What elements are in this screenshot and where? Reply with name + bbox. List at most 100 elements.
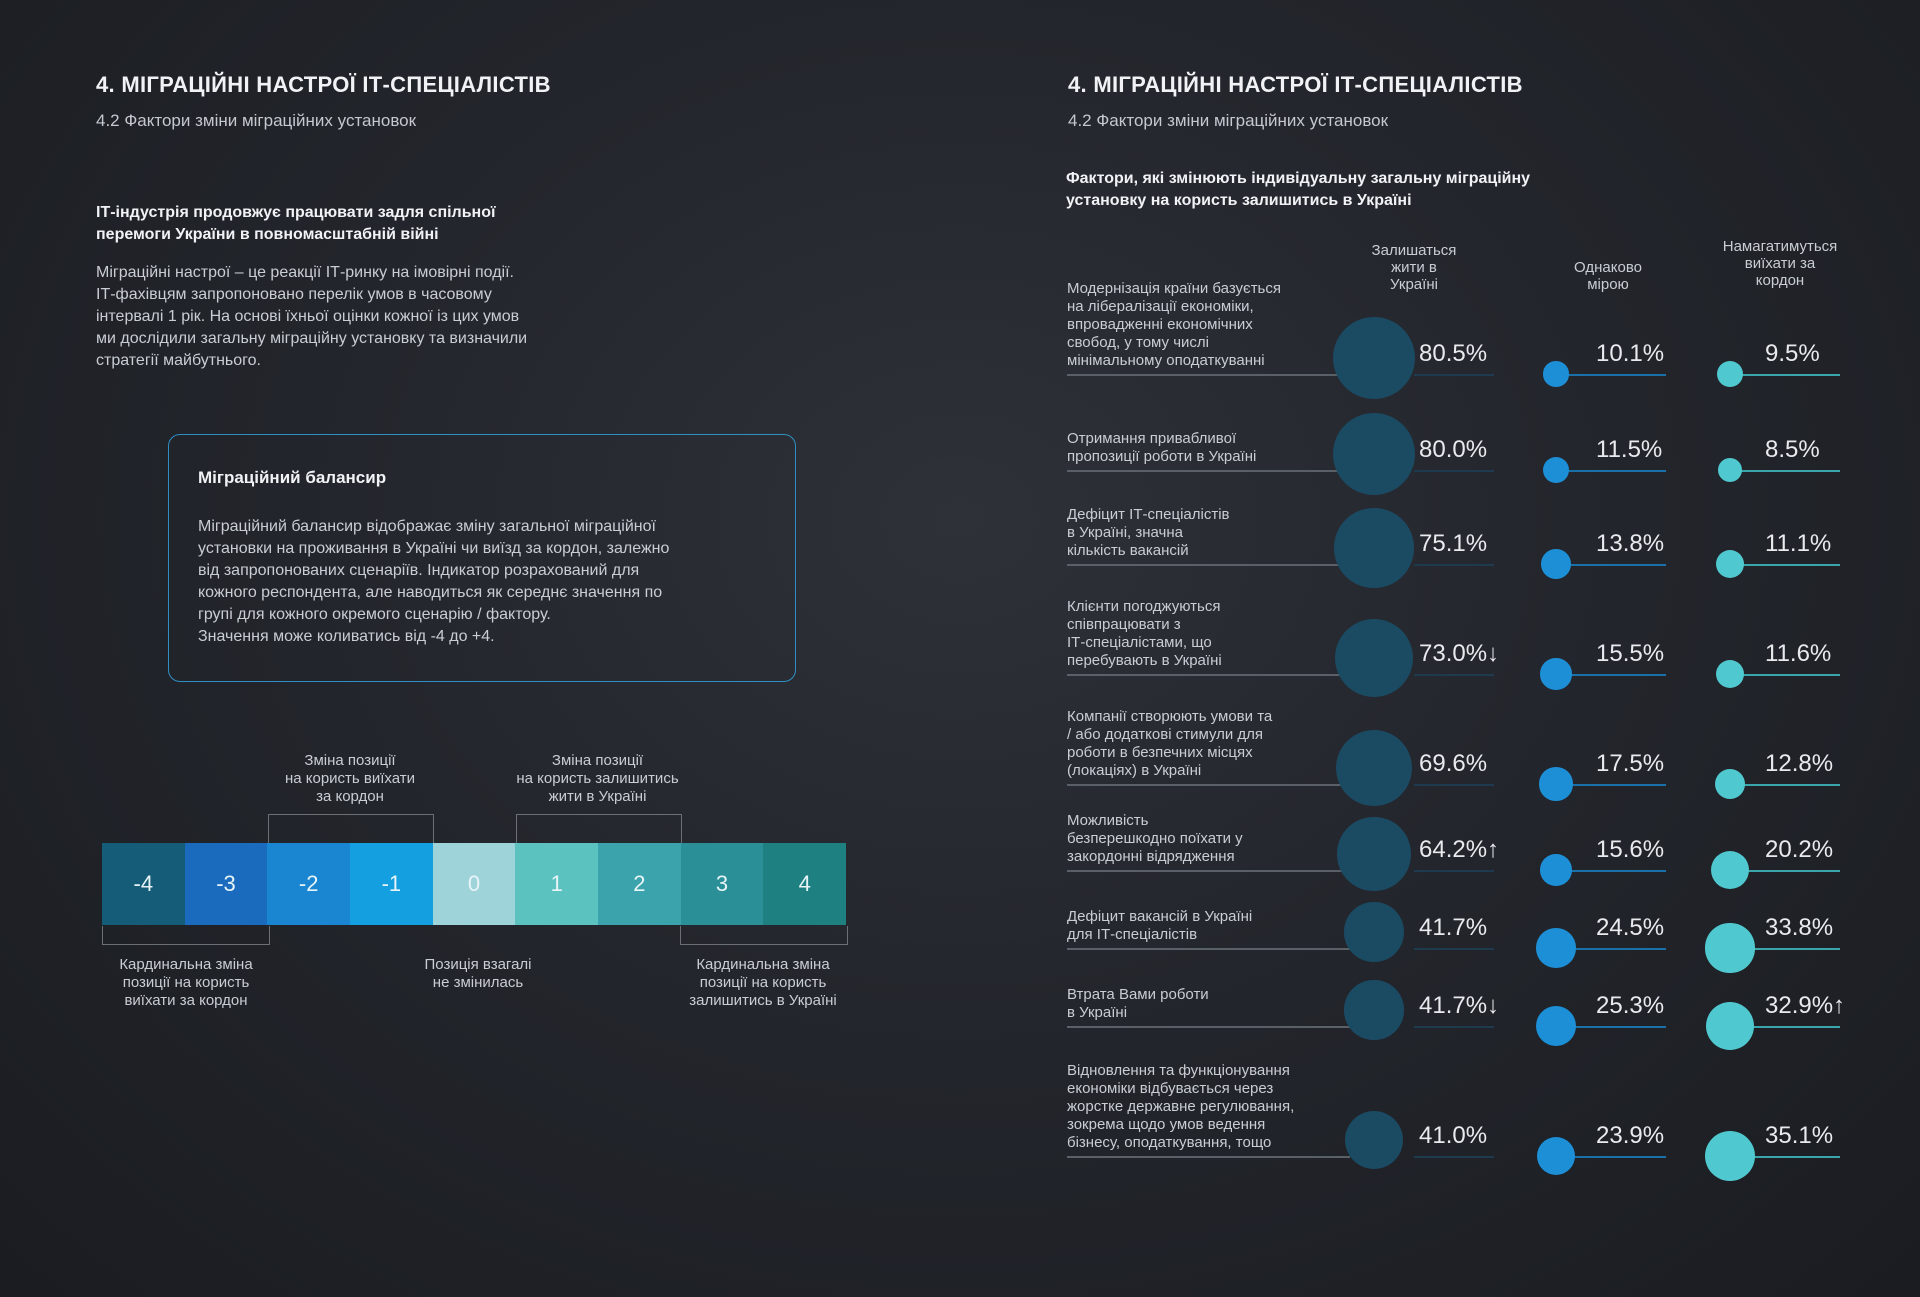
label-line: жити в Україні bbox=[548, 788, 647, 805]
factor-label-line: Клієнти погоджуються bbox=[1067, 598, 1221, 615]
factor-underline bbox=[1067, 1156, 1350, 1158]
same-value: 17.5% bbox=[1596, 750, 1665, 777]
same-value: 15.6% bbox=[1596, 836, 1665, 863]
label-line: за кордон bbox=[316, 788, 384, 805]
leave-value: 35.1% bbox=[1765, 1122, 1834, 1149]
label-line: на користь виїхати bbox=[284, 770, 416, 787]
same-underline bbox=[1556, 784, 1666, 786]
heading-line: Фактори, які змінюють індивідуальну зага… bbox=[1066, 170, 1531, 187]
factor-label-line: Втрата Вами роботи bbox=[1067, 986, 1209, 1003]
right-page-subtitle: 4.2 Фактори зміни міграційних установок bbox=[1068, 111, 1389, 130]
factor-label: Дефіцит вакансій в Україні для ІТ-спеціал… bbox=[1067, 908, 1337, 944]
scale-cell: 0 bbox=[432, 843, 516, 925]
balancer-box-text: Міграційний балансир відображає зміну за… bbox=[198, 516, 778, 648]
stay-underline bbox=[1414, 470, 1494, 472]
stay-underline bbox=[1414, 674, 1494, 676]
factor-label: Отримання привабливої пропозиції роботи в… bbox=[1067, 430, 1337, 466]
factor-label-line: безперешкодно поїхати у bbox=[1067, 830, 1243, 847]
para-line: стратегії майбутнього. bbox=[96, 352, 261, 369]
lead-line: перемоги України в повномасштабній війні bbox=[96, 226, 439, 243]
leave-value: 32.9%↑ bbox=[1765, 992, 1846, 1019]
factor-label-line: (локаціях) в Україні bbox=[1067, 762, 1202, 779]
factor-label: Відновлення та функціонування економіки в… bbox=[1067, 1062, 1337, 1152]
scale-cell: -4 bbox=[102, 843, 185, 925]
factor-underline bbox=[1067, 674, 1350, 676]
factor-label: Компанії створюють умови та / або додатко… bbox=[1067, 708, 1337, 780]
column-header-leave: Намагатимуться виїхати за кордон bbox=[1705, 238, 1855, 289]
factor-label-line: в Україні, значна bbox=[1067, 524, 1183, 541]
box-line: Міграційний балансир відображає зміну за… bbox=[198, 518, 656, 535]
leave-bubble bbox=[1705, 1131, 1755, 1181]
stay-bubble bbox=[1333, 413, 1415, 495]
scale-cell: 1 bbox=[515, 843, 599, 925]
factor-label-line: бізнесу, оподаткування, тощо bbox=[1067, 1134, 1272, 1151]
chart-heading: Фактори, які змінюють індивідуальну зага… bbox=[1066, 168, 1586, 212]
same-underline bbox=[1556, 674, 1666, 676]
balancer-info-box bbox=[168, 434, 796, 682]
box-line: від запропонованих сценаріїв. Індикатор … bbox=[198, 562, 640, 579]
leave-underline bbox=[1730, 1026, 1840, 1028]
factor-label: Можливість безперешкодно поїхати у закордо… bbox=[1067, 812, 1337, 866]
label-line: не змінилась bbox=[432, 974, 524, 991]
same-underline bbox=[1556, 870, 1666, 872]
label-line: позиції на користь bbox=[122, 974, 250, 991]
scale-label-stay: Зміна позиції на користь залишитись жити… bbox=[490, 752, 705, 806]
leave-value: 11.6% bbox=[1765, 640, 1832, 667]
leave-underline bbox=[1730, 470, 1840, 472]
intro-paragraph: Міграційні настрої – це реакції ІТ-ринку… bbox=[96, 262, 527, 372]
factor-label-line: ІТ-спеціалістами, що bbox=[1067, 634, 1212, 651]
stay-value: 73.0%↓ bbox=[1419, 640, 1500, 667]
same-bubble bbox=[1540, 658, 1572, 690]
box-line: Значення може коливатись від -4 до +4. bbox=[198, 628, 495, 645]
factor-label-line: зокрема щодо умов ведення bbox=[1067, 1116, 1266, 1133]
bracket-bottom-left bbox=[102, 926, 270, 945]
stay-value: 69.6% bbox=[1419, 750, 1488, 777]
factor-underline bbox=[1067, 374, 1350, 376]
scale-label-extreme-stay: Кардинальна зміна позиції на користь зал… bbox=[672, 956, 854, 1010]
factor-label-line: співпрацювати з bbox=[1067, 616, 1181, 633]
factor-underline bbox=[1067, 470, 1350, 472]
bracket-top-right bbox=[516, 814, 682, 843]
stay-underline bbox=[1414, 870, 1494, 872]
header-line: Намагатимуться bbox=[1722, 238, 1838, 255]
leave-underline bbox=[1730, 784, 1840, 786]
same-bubble bbox=[1539, 767, 1573, 801]
stay-bubble bbox=[1334, 508, 1414, 588]
stay-underline bbox=[1414, 564, 1494, 566]
same-underline bbox=[1556, 564, 1666, 566]
bracket-top-left bbox=[268, 814, 434, 843]
stay-value: 80.5% bbox=[1419, 340, 1488, 367]
heading-line: установку на користь залишитись в Україн… bbox=[1066, 192, 1412, 209]
factor-underline bbox=[1067, 948, 1350, 950]
stay-bubble bbox=[1333, 317, 1415, 399]
same-value: 25.3% bbox=[1596, 992, 1665, 1019]
label-line: Зміна позиції bbox=[551, 752, 644, 769]
factor-label-line: пропозиції роботи в Україні bbox=[1067, 448, 1257, 465]
same-bubble bbox=[1536, 1136, 1576, 1176]
same-bubble bbox=[1541, 549, 1571, 579]
factor-label-line: на лібералізації економіки, bbox=[1067, 298, 1254, 315]
factor-label-line: жорстке державне регулювання, bbox=[1067, 1098, 1295, 1115]
column-header-same: Однаково мірою bbox=[1533, 259, 1683, 293]
leave-bubble bbox=[1716, 360, 1743, 387]
stay-underline bbox=[1414, 374, 1494, 376]
leave-value: 8.5% bbox=[1765, 436, 1820, 463]
leave-value: 20.2% bbox=[1765, 836, 1834, 863]
scale-label-leave: Зміна позиції на користь виїхати за корд… bbox=[260, 752, 440, 806]
label-line: Зміна позиції bbox=[304, 752, 396, 769]
same-underline bbox=[1556, 374, 1666, 376]
stay-underline bbox=[1414, 1026, 1494, 1028]
factor-underline bbox=[1067, 784, 1350, 786]
header-line: жити в bbox=[1391, 259, 1437, 276]
leave-value: 9.5% bbox=[1765, 340, 1820, 367]
leave-underline bbox=[1730, 564, 1840, 566]
scale-label-extreme-leave: Кардинальна зміна позиції на користь виї… bbox=[96, 956, 276, 1010]
bracket-bottom-right bbox=[680, 926, 848, 945]
header-line: виїхати за bbox=[1744, 255, 1816, 272]
factor-label-line: Можливість bbox=[1067, 812, 1149, 829]
same-bubble bbox=[1536, 928, 1576, 968]
stay-underline bbox=[1414, 948, 1494, 950]
para-line: ми дослідили загальну міграційну установ… bbox=[96, 330, 528, 347]
factor-label-line: Модернізація країни базується bbox=[1067, 280, 1281, 297]
leave-value: 12.8% bbox=[1765, 750, 1834, 777]
